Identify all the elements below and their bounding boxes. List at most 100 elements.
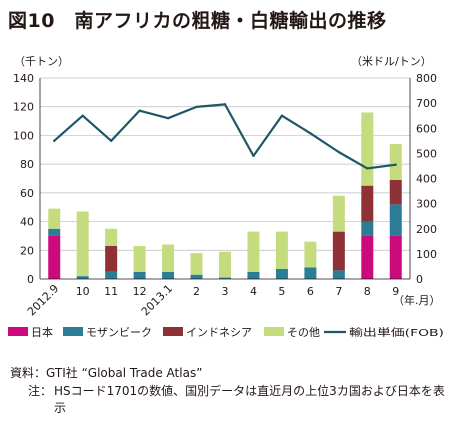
legend: 日本 モザンビーク インドネシア その他 輸出単価(FOB) <box>8 325 444 339</box>
bar-segment <box>219 251 231 278</box>
x-axis-unit: （年.月） <box>393 293 441 307</box>
unit-price-point <box>366 167 369 170</box>
unit-price-point <box>109 139 113 143</box>
chart-figure: （千トン） （米ドル/トン） （年.月） 0204060801001201400… <box>8 55 444 339</box>
unit-price-point <box>252 154 255 158</box>
x-tick-label: 11 <box>104 285 118 298</box>
bar-segment <box>304 267 317 279</box>
bar-segment <box>133 271 146 279</box>
right-tick-label: 700 <box>416 97 437 110</box>
source-label: 資料： <box>10 366 47 380</box>
bar-segment <box>247 271 260 279</box>
legend-swatch <box>8 327 28 336</box>
bar-segment <box>332 195 345 232</box>
right-tick-label: 100 <box>416 248 437 261</box>
note-label: 注： <box>27 384 52 398</box>
unit-price-point <box>195 105 198 109</box>
x-tick-label: 4 <box>250 285 257 298</box>
unit-price-point <box>53 139 56 143</box>
bar-segment <box>389 204 402 236</box>
unit-price-point <box>337 150 341 154</box>
bar-segment <box>275 268 288 279</box>
right-tick-label: 500 <box>416 147 437 160</box>
legend-label: その他 <box>287 326 320 339</box>
legend-label: モザンビーク <box>86 326 152 339</box>
bar-segment <box>361 185 374 222</box>
bar-segment <box>361 235 374 279</box>
x-tick-label: 2 <box>193 285 200 298</box>
bar-segment <box>48 235 61 279</box>
left-tick-label: 60 <box>20 187 34 200</box>
line-series <box>53 103 397 170</box>
bar-segment <box>76 211 89 277</box>
unit-price-point <box>309 132 312 135</box>
left-tick-label: 120 <box>13 101 34 114</box>
bar-segment <box>389 179 402 205</box>
bar-segment <box>389 144 402 180</box>
x-tick-label: 6 <box>307 285 314 298</box>
left-axis-unit: （千トン） <box>14 55 69 68</box>
note-text: HSコード1701の数値、国別データは直近月の上位3カ国および日本を表示 <box>54 384 445 415</box>
bar-segment <box>105 245 118 272</box>
left-tick-label: 80 <box>20 158 34 171</box>
note-block: 注： HSコード1701の数値、国別データは直近月の上位3カ国および日本を表示 <box>10 383 446 417</box>
unit-price-point <box>280 114 284 117</box>
legend-swatch <box>163 327 183 336</box>
legend-label: インドネシア <box>186 326 252 339</box>
unit-price-point <box>81 114 84 117</box>
unit-price-point <box>394 163 397 166</box>
bar-segment <box>389 235 402 279</box>
chart-title: 図10 南アフリカの粗糖・白糖輸出の推移 <box>8 10 387 32</box>
bar-segment <box>247 231 260 272</box>
bar-segment <box>162 271 175 279</box>
bar-segment <box>361 221 374 236</box>
bar-segment <box>76 276 89 279</box>
bar-segment <box>190 274 203 279</box>
x-tick-label: 10 <box>76 285 90 298</box>
right-tick-label: 200 <box>416 223 437 236</box>
unit-price-point <box>166 117 170 120</box>
bar-segment <box>275 231 288 269</box>
right-tick-label: 600 <box>416 122 437 135</box>
x-tick-label: 12 <box>133 285 147 298</box>
bar-segment <box>48 208 61 229</box>
right-axis-unit: （米ドル/トン） <box>351 55 432 68</box>
bar-segment <box>332 270 345 279</box>
x-tick-label: 8 <box>364 285 371 298</box>
left-tick-label: 40 <box>20 216 34 229</box>
bar-segment <box>48 228 61 236</box>
bar-series <box>48 112 402 279</box>
left-tick-label: 100 <box>13 129 34 142</box>
bar-segment <box>190 253 203 275</box>
left-tick-label: 20 <box>20 244 34 257</box>
axes: 0 20 40 60 80 100 120 140 0 100 200 300 400 500 600 700… <box>13 72 437 318</box>
bar-segment <box>133 245 146 272</box>
x-tick-label: 3 <box>222 285 229 298</box>
x-tick-label: 9 <box>392 285 399 298</box>
bar-segment <box>332 231 345 271</box>
unit-price-line <box>53 103 396 170</box>
right-tick-label: 800 <box>416 72 437 85</box>
x-tick-label: 5 <box>278 285 285 298</box>
legend-swatch <box>63 327 83 336</box>
bar-segment <box>105 271 118 279</box>
bar-segment <box>162 244 175 272</box>
source-line: 資料：GTI社 “Global Trade Atlas” <box>10 365 202 382</box>
source-text: GTI社 “Global Trade Atlas” <box>46 366 203 380</box>
bar-segment <box>304 241 317 268</box>
x-tick-label: 2012.9 <box>25 282 61 318</box>
gridlines <box>40 77 410 251</box>
right-tick-label: 300 <box>416 198 437 211</box>
right-tick-label: 400 <box>416 173 437 186</box>
left-tick-label: 140 <box>13 72 34 85</box>
bar-segment <box>219 277 231 279</box>
legend-label: 日本 <box>31 325 53 339</box>
legend-swatch <box>264 327 284 336</box>
x-tick-label: 7 <box>335 285 342 298</box>
left-tick-label: 0 <box>27 273 34 286</box>
bar-segment <box>361 112 374 186</box>
unit-price-point <box>138 109 141 112</box>
legend-label: 輸出単価(FOB) <box>349 326 444 339</box>
right-tick-label: 0 <box>416 273 423 286</box>
unit-price-point <box>223 103 227 106</box>
